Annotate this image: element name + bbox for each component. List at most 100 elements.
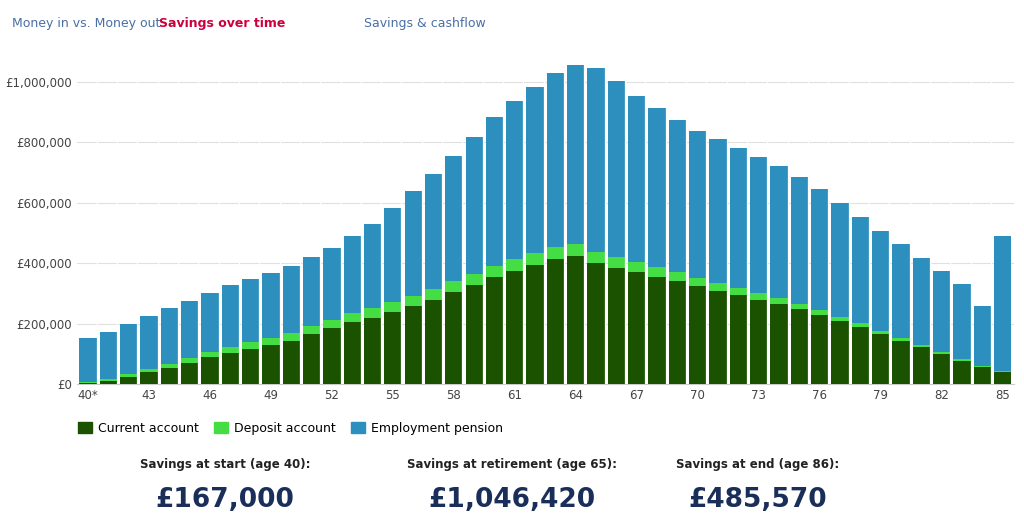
Bar	[608, 257, 625, 268]
Bar	[770, 304, 787, 384]
Bar	[404, 306, 422, 384]
Bar	[730, 148, 746, 288]
Bar	[506, 259, 523, 271]
Bar	[669, 281, 686, 384]
Bar	[506, 100, 523, 259]
Bar	[99, 379, 117, 381]
Bar	[974, 366, 991, 367]
Bar	[242, 349, 259, 384]
Text: £485,570: £485,570	[688, 487, 827, 513]
Bar	[99, 381, 117, 384]
Bar	[912, 345, 930, 347]
Bar	[485, 277, 503, 384]
Bar	[384, 302, 401, 312]
Bar	[547, 247, 564, 259]
Bar	[181, 301, 199, 358]
Bar	[710, 283, 727, 291]
Bar	[933, 353, 950, 354]
Bar	[791, 304, 808, 309]
Bar	[567, 65, 585, 244]
Bar	[404, 295, 422, 306]
Bar	[831, 316, 849, 321]
Bar	[831, 321, 849, 384]
Bar	[221, 347, 239, 353]
Bar	[791, 177, 808, 304]
Bar	[404, 191, 422, 295]
Text: Savings at start (age 40):: Savings at start (age 40):	[140, 458, 310, 471]
Bar	[730, 295, 746, 384]
Bar	[933, 354, 950, 384]
Bar	[485, 266, 503, 277]
Bar	[181, 358, 199, 363]
Bar	[689, 278, 707, 286]
Bar	[384, 208, 401, 302]
Bar	[303, 326, 321, 335]
Bar	[689, 286, 707, 384]
Bar	[588, 264, 605, 384]
Bar	[628, 272, 645, 384]
Bar	[364, 309, 381, 318]
Bar	[852, 327, 869, 384]
Bar	[892, 340, 909, 384]
Text: £167,000: £167,000	[156, 487, 295, 513]
Bar	[953, 284, 971, 359]
Bar	[242, 342, 259, 349]
Bar	[831, 203, 849, 316]
Bar	[466, 285, 482, 384]
Bar	[811, 189, 828, 310]
Bar	[912, 347, 930, 384]
Bar	[485, 118, 503, 266]
Bar	[120, 324, 137, 374]
Bar	[324, 247, 341, 320]
Bar	[161, 368, 178, 384]
Bar	[648, 267, 666, 277]
Bar	[567, 256, 585, 384]
Text: Savings at end (age 86):: Savings at end (age 86):	[676, 458, 840, 471]
Bar	[526, 265, 544, 384]
Bar	[994, 372, 1012, 384]
Bar	[303, 257, 321, 326]
Bar	[425, 289, 442, 300]
Bar	[588, 68, 605, 252]
Bar	[648, 108, 666, 267]
Bar	[547, 73, 564, 247]
Bar	[364, 318, 381, 384]
Bar	[689, 131, 707, 278]
Legend: Current account, Deposit account, Employment pension: Current account, Deposit account, Employ…	[79, 422, 503, 435]
Bar	[344, 313, 360, 322]
Bar	[953, 359, 971, 361]
Bar	[324, 320, 341, 328]
Bar	[811, 315, 828, 384]
Text: Money in vs. Money out: Money in vs. Money out	[12, 17, 161, 30]
Bar	[974, 367, 991, 384]
Bar	[221, 353, 239, 384]
Bar	[202, 357, 218, 384]
Bar	[994, 371, 1012, 372]
Bar	[344, 322, 360, 384]
Bar	[283, 340, 300, 384]
Bar	[710, 139, 727, 283]
Bar	[120, 377, 137, 384]
Bar	[608, 268, 625, 384]
Bar	[872, 331, 889, 334]
Bar	[181, 363, 199, 384]
Bar	[506, 271, 523, 384]
Bar	[445, 292, 463, 384]
Bar	[608, 82, 625, 257]
Bar	[872, 334, 889, 384]
Bar	[628, 96, 645, 262]
Bar	[953, 361, 971, 384]
Bar	[588, 252, 605, 264]
Bar	[466, 274, 482, 285]
Bar	[221, 286, 239, 347]
Text: Savings & cashflow: Savings & cashflow	[364, 17, 485, 30]
Text: Savings over time: Savings over time	[159, 17, 285, 30]
Bar	[770, 166, 787, 298]
Bar	[892, 338, 909, 340]
Bar	[994, 236, 1012, 371]
Bar	[974, 306, 991, 366]
Bar	[161, 309, 178, 363]
Bar	[344, 236, 360, 313]
Bar	[730, 288, 746, 295]
Bar	[628, 262, 645, 272]
